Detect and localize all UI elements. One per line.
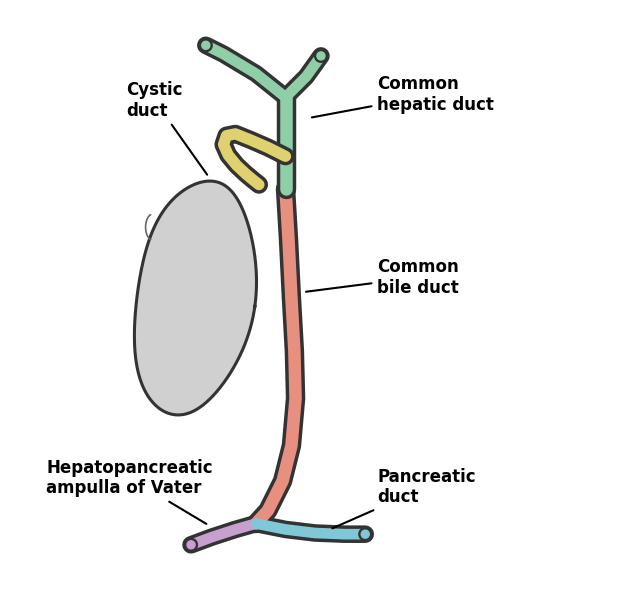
Text: Pancreatic
duct: Pancreatic duct	[333, 467, 476, 528]
Circle shape	[359, 528, 371, 541]
Text: Common
bile duct: Common bile duct	[306, 258, 459, 297]
Circle shape	[200, 39, 212, 52]
Circle shape	[317, 52, 325, 60]
Circle shape	[184, 538, 197, 551]
Circle shape	[187, 541, 195, 549]
Polygon shape	[134, 181, 256, 415]
Circle shape	[361, 530, 370, 538]
Circle shape	[202, 41, 210, 49]
Text: Hepatopancreatic
ampulla of Vater: Hepatopancreatic ampulla of Vater	[46, 459, 213, 524]
Text: Common
hepatic duct: Common hepatic duct	[312, 75, 494, 117]
Circle shape	[315, 49, 328, 63]
Text: Cystic
duct: Cystic duct	[126, 81, 207, 175]
